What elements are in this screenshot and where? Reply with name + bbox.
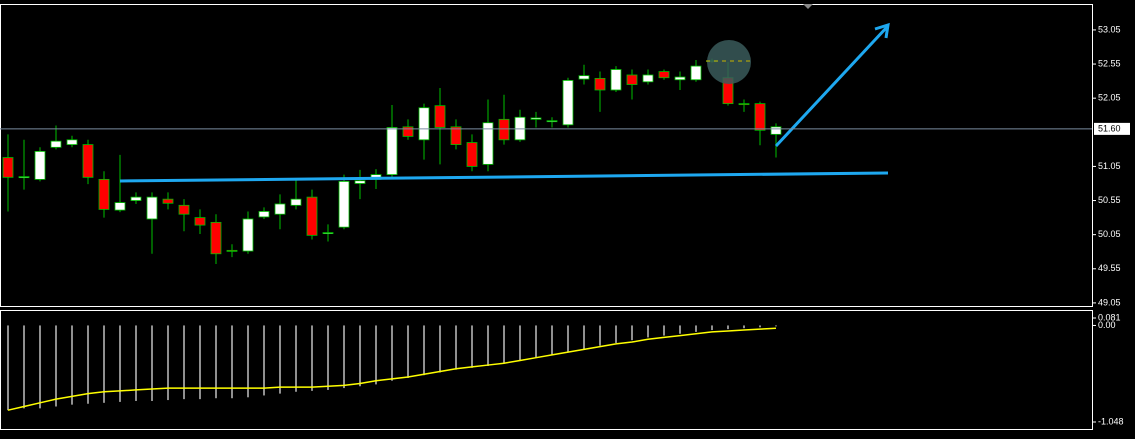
candle-body bbox=[546, 120, 558, 123]
shift-marker bbox=[803, 4, 813, 9]
candle-body bbox=[82, 144, 94, 178]
candle-body bbox=[418, 107, 430, 141]
candle-body bbox=[162, 198, 174, 204]
candle-body bbox=[562, 80, 574, 126]
candle-body bbox=[178, 204, 190, 215]
candle-body bbox=[2, 157, 14, 178]
candle-body bbox=[690, 65, 702, 81]
candle-body bbox=[354, 180, 366, 184]
candle-body bbox=[450, 126, 462, 145]
last-price-box bbox=[1094, 122, 1130, 135]
y-tick-label: 51.05 bbox=[1098, 161, 1121, 171]
y-tick-label: 52.55 bbox=[1098, 58, 1121, 68]
candle-body bbox=[226, 249, 238, 252]
candle-body bbox=[66, 139, 78, 145]
candle-body bbox=[498, 118, 510, 141]
candle-body bbox=[642, 74, 654, 83]
y-tick-label: 50.55 bbox=[1098, 195, 1121, 205]
candle-body bbox=[658, 71, 670, 79]
y-tick-label: 0.081 bbox=[1098, 312, 1121, 322]
y-tick-label: 0.00 bbox=[1098, 320, 1116, 330]
y-tick-label: 50.05 bbox=[1098, 229, 1121, 239]
y-tick-label: -1.048 bbox=[1098, 416, 1124, 426]
candle-body bbox=[114, 202, 126, 211]
candle-body bbox=[770, 126, 782, 135]
candle-body bbox=[610, 69, 622, 91]
candle-body bbox=[274, 203, 286, 215]
candle-body bbox=[466, 142, 478, 167]
main-frame bbox=[0, 4, 1093, 307]
candle-body bbox=[386, 127, 398, 176]
candle-body bbox=[578, 75, 590, 80]
candle-body bbox=[306, 196, 318, 236]
y-tick-label: 52.05 bbox=[1098, 93, 1121, 103]
trend-line bbox=[119, 171, 889, 183]
candle-body bbox=[290, 198, 302, 206]
candle-body bbox=[322, 232, 334, 235]
candle-body bbox=[242, 218, 254, 252]
candle-body bbox=[338, 181, 350, 228]
candle-body bbox=[34, 151, 46, 180]
candle-body bbox=[258, 211, 270, 218]
candle-body bbox=[674, 76, 686, 81]
candle-body bbox=[434, 105, 446, 128]
candle-body bbox=[482, 122, 494, 165]
y-tick-label: 49.55 bbox=[1098, 263, 1121, 273]
y-tick-label: 49.05 bbox=[1098, 297, 1121, 307]
arrow-head bbox=[874, 22, 890, 39]
candle-body bbox=[50, 140, 62, 148]
candle-body bbox=[738, 103, 750, 106]
candle-body bbox=[626, 74, 638, 85]
candle-body bbox=[210, 221, 222, 255]
last-price-label: 51.60 bbox=[1098, 123, 1121, 133]
candle-body bbox=[194, 217, 206, 226]
plot bbox=[2, 58, 782, 411]
candle-body bbox=[130, 196, 142, 201]
y-tick-label: 53.05 bbox=[1098, 24, 1121, 34]
signal-line bbox=[7, 327, 777, 411]
candle-body bbox=[594, 77, 606, 91]
candle-body bbox=[98, 178, 110, 210]
candle-body bbox=[754, 103, 766, 131]
highlight-circle bbox=[707, 40, 751, 84]
indicator-frame bbox=[0, 310, 1093, 430]
candle-body bbox=[146, 196, 158, 220]
arrow-line bbox=[774, 25, 889, 148]
candle-body bbox=[402, 126, 414, 137]
candle-body bbox=[18, 176, 30, 179]
candle-body bbox=[530, 117, 542, 120]
